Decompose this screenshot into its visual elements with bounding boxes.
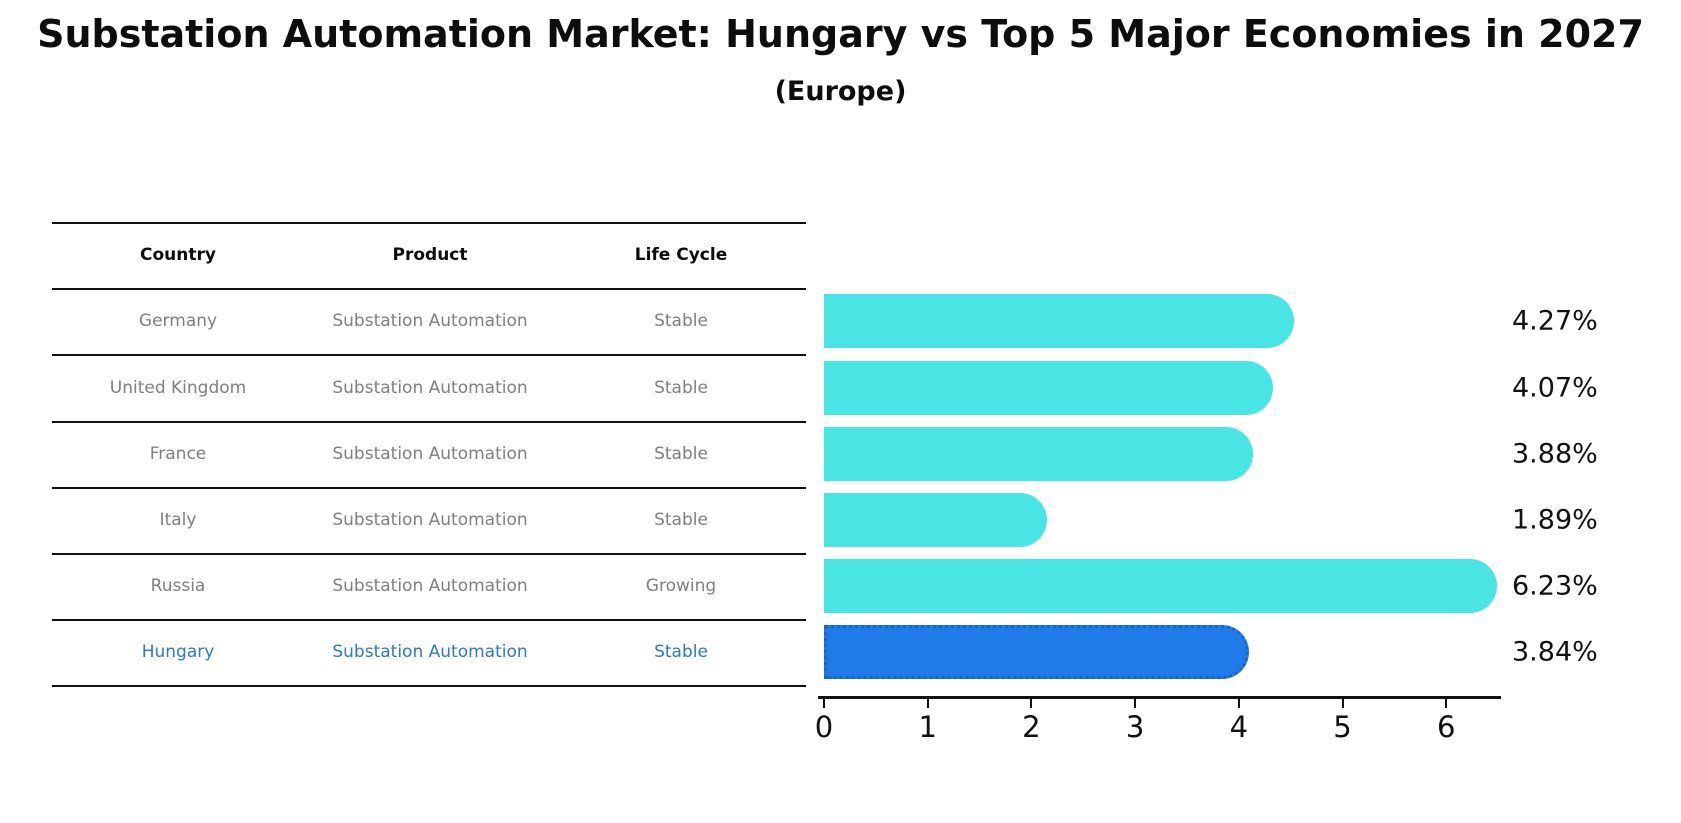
bar-hungary-highlight xyxy=(824,625,1250,679)
table-rule xyxy=(52,685,806,687)
table-cell-country: Russia xyxy=(150,576,206,596)
table-cell-country: Italy xyxy=(159,510,197,530)
table-cell-country: France xyxy=(149,444,207,464)
x-axis-tick-label: 6 xyxy=(1436,710,1456,744)
table-cell-product: Substation Automation xyxy=(332,510,528,530)
x-axis-tick-label: 3 xyxy=(1125,710,1145,744)
bar-russia xyxy=(824,559,1498,613)
bar-germany xyxy=(824,294,1294,348)
bar-united-kingdom xyxy=(824,360,1274,415)
bar-italy xyxy=(824,493,1047,547)
table-rule xyxy=(52,553,806,555)
table-cell-country: Hungary xyxy=(141,642,215,662)
lifecycle-header: Life Cycle xyxy=(634,245,728,265)
table-cell-product: Substation Automation xyxy=(332,576,528,596)
table-cell-product: Substation Automation xyxy=(332,444,528,464)
x-axis-tick xyxy=(1237,698,1240,708)
bar-value-label: 6.23% xyxy=(1512,570,1598,602)
table-cell-country: United Kingdom xyxy=(109,377,247,398)
x-axis-line xyxy=(818,696,1501,699)
table-rule xyxy=(52,619,806,621)
chart-title: Substation Automation Market: Hungary vs… xyxy=(37,12,1644,56)
x-axis-tick xyxy=(1445,698,1448,708)
bar-value-label: 3.84% xyxy=(1512,636,1598,668)
table-rule xyxy=(52,354,806,356)
x-axis-tick xyxy=(1030,698,1033,708)
bar-value-label: 4.07% xyxy=(1512,372,1598,403)
chart-subtitle: (Europe) xyxy=(774,76,907,107)
x-axis-tick-label: 2 xyxy=(1022,710,1041,744)
country-header: Country xyxy=(140,245,216,265)
table-rule xyxy=(52,421,806,423)
bar-value-label: 1.89% xyxy=(1512,504,1598,536)
table-rule xyxy=(52,222,806,224)
table-cell-life_cycle: Stable xyxy=(654,377,708,398)
table-cell-life_cycle: Stable xyxy=(654,642,708,662)
x-axis-tick xyxy=(1341,698,1344,708)
table-cell-product: Substation Automation xyxy=(332,642,528,662)
product-header: Product xyxy=(392,245,468,265)
bar-value-label: 4.27% xyxy=(1512,305,1598,337)
table-cell-life_cycle: Stable xyxy=(654,510,708,530)
x-axis-tick-label: 4 xyxy=(1229,710,1249,744)
table-cell-country: Germany xyxy=(138,311,218,331)
x-axis-tick-label: 1 xyxy=(918,710,937,744)
x-axis-tick-label: 0 xyxy=(814,710,834,744)
table-cell-product: Substation Automation xyxy=(332,311,528,331)
table-rule xyxy=(52,288,806,290)
table-cell-life_cycle: Stable xyxy=(654,311,708,331)
x-axis-tick xyxy=(823,698,825,708)
table-rule xyxy=(52,487,806,489)
bar-value-label: 3.88% xyxy=(1512,438,1598,470)
table-cell-product: Substation Automation xyxy=(332,377,528,398)
table-cell-life_cycle: Growing xyxy=(645,576,717,596)
x-axis-tick xyxy=(926,698,929,708)
x-axis-tick xyxy=(1134,698,1137,708)
bar-france xyxy=(824,427,1254,481)
x-axis-tick-label: 5 xyxy=(1333,710,1352,744)
table-cell-life_cycle: Stable xyxy=(654,444,708,464)
